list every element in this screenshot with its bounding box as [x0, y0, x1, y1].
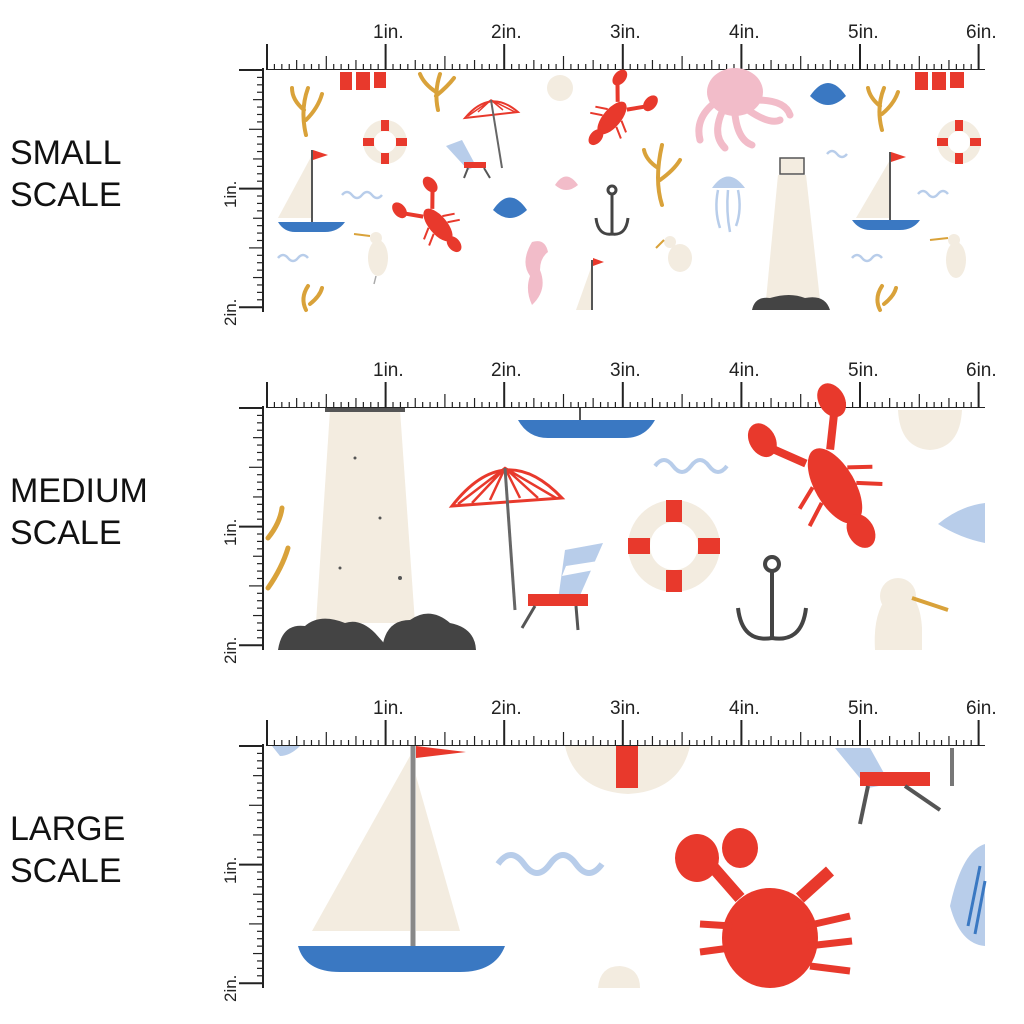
- life-ring-icon: [628, 500, 720, 592]
- small-scale-panel: 1in. 2in. 3in. 4in. 5in. 6in. 1in. 2in.: [0, 0, 1024, 330]
- lobster-icon: [588, 69, 658, 146]
- ruler-label-2in: 2in.: [491, 698, 522, 719]
- wave-icon: [653, 458, 729, 474]
- seashell-icon: [493, 83, 846, 218]
- ruler-label-6in: 6in.: [966, 360, 997, 381]
- large-scale-panel: 1in. 2in. 3in. 4in. 5in. 6in. 1in. 2in.: [0, 676, 1024, 1006]
- seagull-icon: [929, 234, 966, 278]
- beach-chair-icon: [520, 543, 603, 631]
- anchor-icon: [736, 555, 808, 641]
- beach-chair-icon: [446, 140, 491, 179]
- ruler-label-5in: 5in.: [848, 698, 879, 719]
- wave-icon: [495, 852, 605, 876]
- lighthouse-icon: [278, 408, 476, 650]
- ruler-label-1in: 1in.: [373, 22, 404, 43]
- ruler-label-1in: 1in.: [373, 360, 404, 381]
- seagull-icon: [938, 503, 985, 543]
- large-scale-label: LARGE SCALE: [10, 810, 126, 890]
- medium-scale-panel: 1in. 2in. 3in. 4in. 5in. 6in. 1in. 2in.: [0, 338, 1024, 668]
- seahorse-icon: [525, 241, 548, 305]
- ruler-label-4in: 4in.: [729, 698, 760, 719]
- anchor-icon: [594, 184, 630, 236]
- medium-scale-label: MEDIUM SCALE: [10, 472, 148, 552]
- lobster-icon: [675, 828, 853, 988]
- ruler-label-v-2in: 2in.: [221, 975, 240, 1002]
- ruler-label-4in: 4in.: [729, 360, 760, 381]
- sand-dollar-icon: [598, 966, 640, 988]
- fabric-pattern: [265, 383, 985, 650]
- horizontal-ruler: [266, 720, 985, 747]
- ruler-label-v-1in: 1in.: [221, 519, 240, 546]
- large-scale-swatch: 1in. 2in. 3in. 4in. 5in. 6in. 1in. 2in.: [221, 698, 997, 1002]
- ruler-label-5in: 5in.: [848, 360, 879, 381]
- sailboat-icon: [278, 150, 345, 232]
- seagull-icon: [655, 236, 692, 272]
- medium-scale-swatch: 1in. 2in. 3in. 4in. 5in. 6in. 1in. 2in.: [221, 360, 997, 664]
- ruler-label-v-2in: 2in.: [221, 637, 240, 664]
- sailboat-icon: [298, 746, 505, 972]
- sailboat-icon: [518, 408, 655, 438]
- life-ring-icon: [937, 120, 981, 164]
- sand-dollar-icon: [547, 75, 573, 101]
- vertical-ruler: [239, 744, 264, 988]
- life-ring-icon: [363, 120, 407, 164]
- ruler-label-4in: 4in.: [729, 22, 760, 43]
- jellyfish-icon: [712, 176, 745, 233]
- seaweed-icon: [265, 505, 291, 591]
- wave-icon: [277, 149, 949, 263]
- ruler-label-6in: 6in.: [966, 22, 997, 43]
- ruler-label-3in: 3in.: [610, 698, 641, 719]
- ruler-label-6in: 6in.: [966, 698, 997, 719]
- ruler-label-v-1in: 1in.: [221, 181, 240, 208]
- seaweed-icon: [290, 72, 900, 312]
- vertical-ruler: [239, 406, 264, 650]
- coral-icon: [340, 72, 964, 90]
- sailboat-icon: [576, 258, 604, 310]
- beach-chair-icon: [835, 748, 954, 825]
- ruler-label-3in: 3in.: [610, 22, 641, 43]
- ruler-label-3in: 3in.: [610, 360, 641, 381]
- beach-umbrella-icon: [462, 99, 521, 169]
- seagull-icon: [353, 232, 388, 285]
- horizontal-ruler: [266, 382, 985, 409]
- fabric-pattern: [267, 746, 987, 988]
- vertical-ruler: [239, 68, 264, 312]
- ruler-label-v-1in: 1in.: [221, 857, 240, 884]
- life-ring-icon: [565, 746, 690, 794]
- beach-umbrella-icon: [448, 466, 566, 611]
- ruler-label-2in: 2in.: [491, 360, 522, 381]
- ruler-label-v-2in: 2in.: [221, 299, 240, 326]
- horizontal-ruler: [266, 44, 985, 71]
- seashell-icon: [950, 844, 987, 946]
- seagull-icon: [874, 578, 949, 650]
- lighthouse-icon: [752, 157, 830, 310]
- lobster-icon: [392, 176, 462, 253]
- ruler-label-1in: 1in.: [373, 698, 404, 719]
- sand-dollar-icon: [898, 410, 962, 450]
- lobster-icon: [747, 383, 883, 548]
- ruler-label-5in: 5in.: [848, 22, 879, 43]
- small-scale-swatch: 1in. 2in. 3in. 4in. 5in. 6in. 1in. 2in.: [221, 22, 997, 326]
- seaweed-icon: [272, 746, 300, 756]
- octopus-icon: [695, 68, 794, 152]
- small-scale-label: SMALL SCALE: [10, 134, 122, 214]
- ruler-label-2in: 2in.: [491, 22, 522, 43]
- sailboat-icon: [852, 152, 920, 230]
- fabric-pattern: [267, 68, 985, 312]
